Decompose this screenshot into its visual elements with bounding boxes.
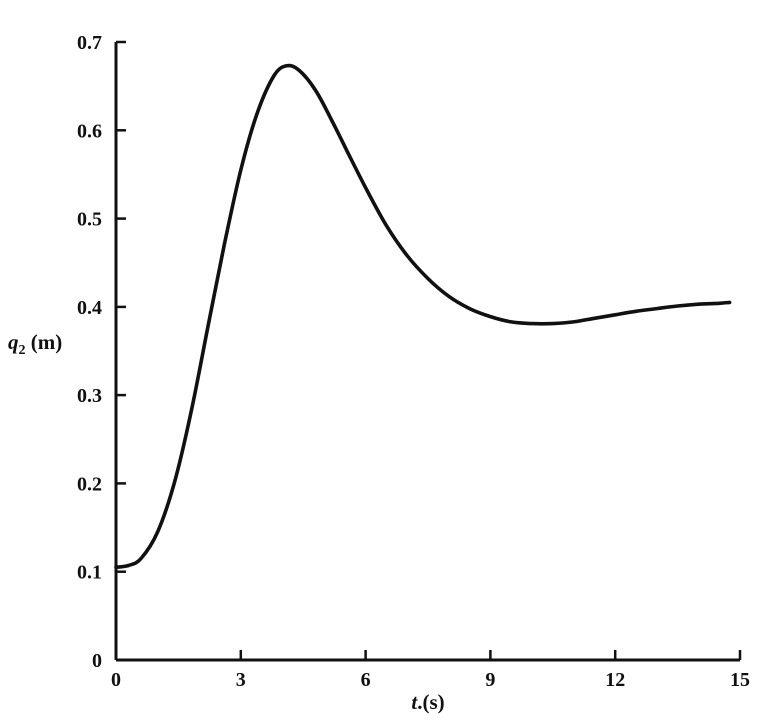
x-axis-label: t.(s) <box>116 690 740 715</box>
x-tick-label: 3 <box>236 669 246 691</box>
x-axis-unit: .(s) <box>417 690 445 714</box>
y-tick-label: 0.6 <box>77 120 102 142</box>
y-axis-unit: (m) <box>25 330 63 354</box>
y-tick-label: 0.3 <box>77 385 102 407</box>
y-axis-subscript: 2 <box>18 343 26 359</box>
y-tick-label: 0.7 <box>77 32 102 54</box>
x-tick-label: 9 <box>485 669 495 691</box>
y-axis-variable: q <box>8 330 19 354</box>
y-tick-label: 0.5 <box>77 209 102 231</box>
x-tick-label: 12 <box>605 669 625 691</box>
y-tick-label: 0.2 <box>77 473 102 495</box>
x-tick-label: 6 <box>361 669 371 691</box>
x-axis-variable: t <box>411 690 418 714</box>
y-axis-label: q2 (m) <box>8 330 62 359</box>
x-tick-label: 15 <box>730 669 750 691</box>
y-tick-label: 0.1 <box>77 562 102 584</box>
x-tick-label: 0 <box>111 669 121 691</box>
y-tick-label: 0 <box>92 650 102 672</box>
response-curve <box>114 63 732 570</box>
y-tick-label: 0.4 <box>77 297 102 319</box>
